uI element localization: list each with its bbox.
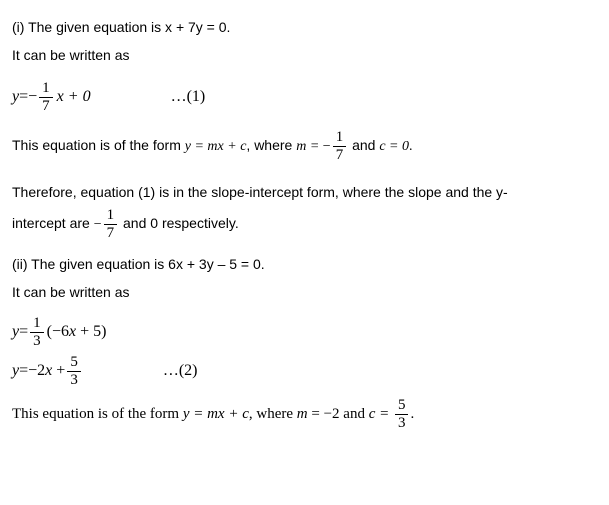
eq2a-y: y <box>12 321 19 343</box>
den: 7 <box>333 146 347 163</box>
eq2a-rest-close: ) <box>101 321 106 343</box>
eq1-eq: = <box>19 86 28 108</box>
eq2a-rest: −6x + 5 <box>52 321 101 343</box>
eq1-label: …(1) <box>171 86 206 108</box>
neg: − <box>94 217 102 232</box>
eq2b-pre: −2x + <box>28 360 65 382</box>
para-form-2: This equation is of the form y = mx + c,… <box>12 398 597 431</box>
text: , where <box>249 406 297 422</box>
num: 5 <box>67 355 81 371</box>
text: , where <box>246 137 296 153</box>
eq1-frac: 1 7 <box>39 81 53 114</box>
para-form-1: This equation is of the form y = mx + c,… <box>12 130 597 163</box>
text: . <box>410 406 414 422</box>
text: (ii) The given equation is 6x + 3y – 5 =… <box>12 256 265 272</box>
text: Therefore, equation (1) is in the slope-… <box>12 184 508 200</box>
frac-c2: 53 <box>395 398 409 431</box>
text: intercept are <box>12 215 94 231</box>
text: m = <box>296 139 323 154</box>
num: 1 <box>104 208 118 224</box>
eq1-den: 7 <box>39 97 53 114</box>
den: 3 <box>67 371 81 388</box>
equation-2a: y = 1 3 (−6x + 5) <box>12 316 597 349</box>
eq2b-frac: 5 3 <box>67 355 81 388</box>
neg: − <box>323 139 331 154</box>
eq2a-eq: = <box>19 321 28 343</box>
num: 1 <box>333 130 347 146</box>
equation-1: y = − 1 7 x + 0 …(1) <box>12 81 597 114</box>
text: c = <box>369 406 393 422</box>
num: 1 <box>30 316 44 332</box>
text: c = 0 <box>379 139 409 154</box>
text: and 0 respectively. <box>119 215 239 231</box>
eq1-neg: − <box>28 86 37 108</box>
eq2b-y: y <box>12 360 19 382</box>
para-therefore-1: Therefore, equation (1) is in the slope-… <box>12 177 597 241</box>
frac-m1: 17 <box>333 130 347 163</box>
para-written-as-2: It can be written as <box>12 283 597 303</box>
den: 3 <box>395 414 409 431</box>
eq1-num: 1 <box>39 81 53 97</box>
page: (i) The given equation is x + 7y = 0. It… <box>0 0 609 505</box>
text: and <box>348 137 379 153</box>
text: y = mx + c <box>185 139 247 154</box>
eq2a-frac: 1 3 <box>30 316 44 349</box>
den: 3 <box>30 332 44 349</box>
eq1-y: y <box>12 86 19 108</box>
para-written-as-1: It can be written as <box>12 46 597 66</box>
text: y = mx + c <box>183 406 249 422</box>
text: It can be written as <box>12 47 130 63</box>
para-ii-given: (ii) The given equation is 6x + 3y – 5 =… <box>12 255 597 275</box>
den: 7 <box>104 224 118 241</box>
text: This equation is of the form <box>12 137 185 153</box>
text: . <box>409 139 413 154</box>
equation-2b: y = −2x + 5 3 …(2) <box>12 355 597 388</box>
eq2b-label: …(2) <box>163 360 198 382</box>
text: m = −2 and <box>297 406 369 422</box>
eq2b-eq: = <box>19 360 28 382</box>
para-i-given: (i) The given equation is x + 7y = 0. <box>12 18 597 38</box>
frac-slope-1: 17 <box>104 208 118 241</box>
num: 5 <box>395 398 409 414</box>
text: This equation is of the form <box>12 406 183 422</box>
eq1-rest: x + 0 <box>57 86 91 108</box>
text: (i) The given equation is x + 7y = 0. <box>12 19 230 35</box>
text: It can be written as <box>12 284 130 300</box>
